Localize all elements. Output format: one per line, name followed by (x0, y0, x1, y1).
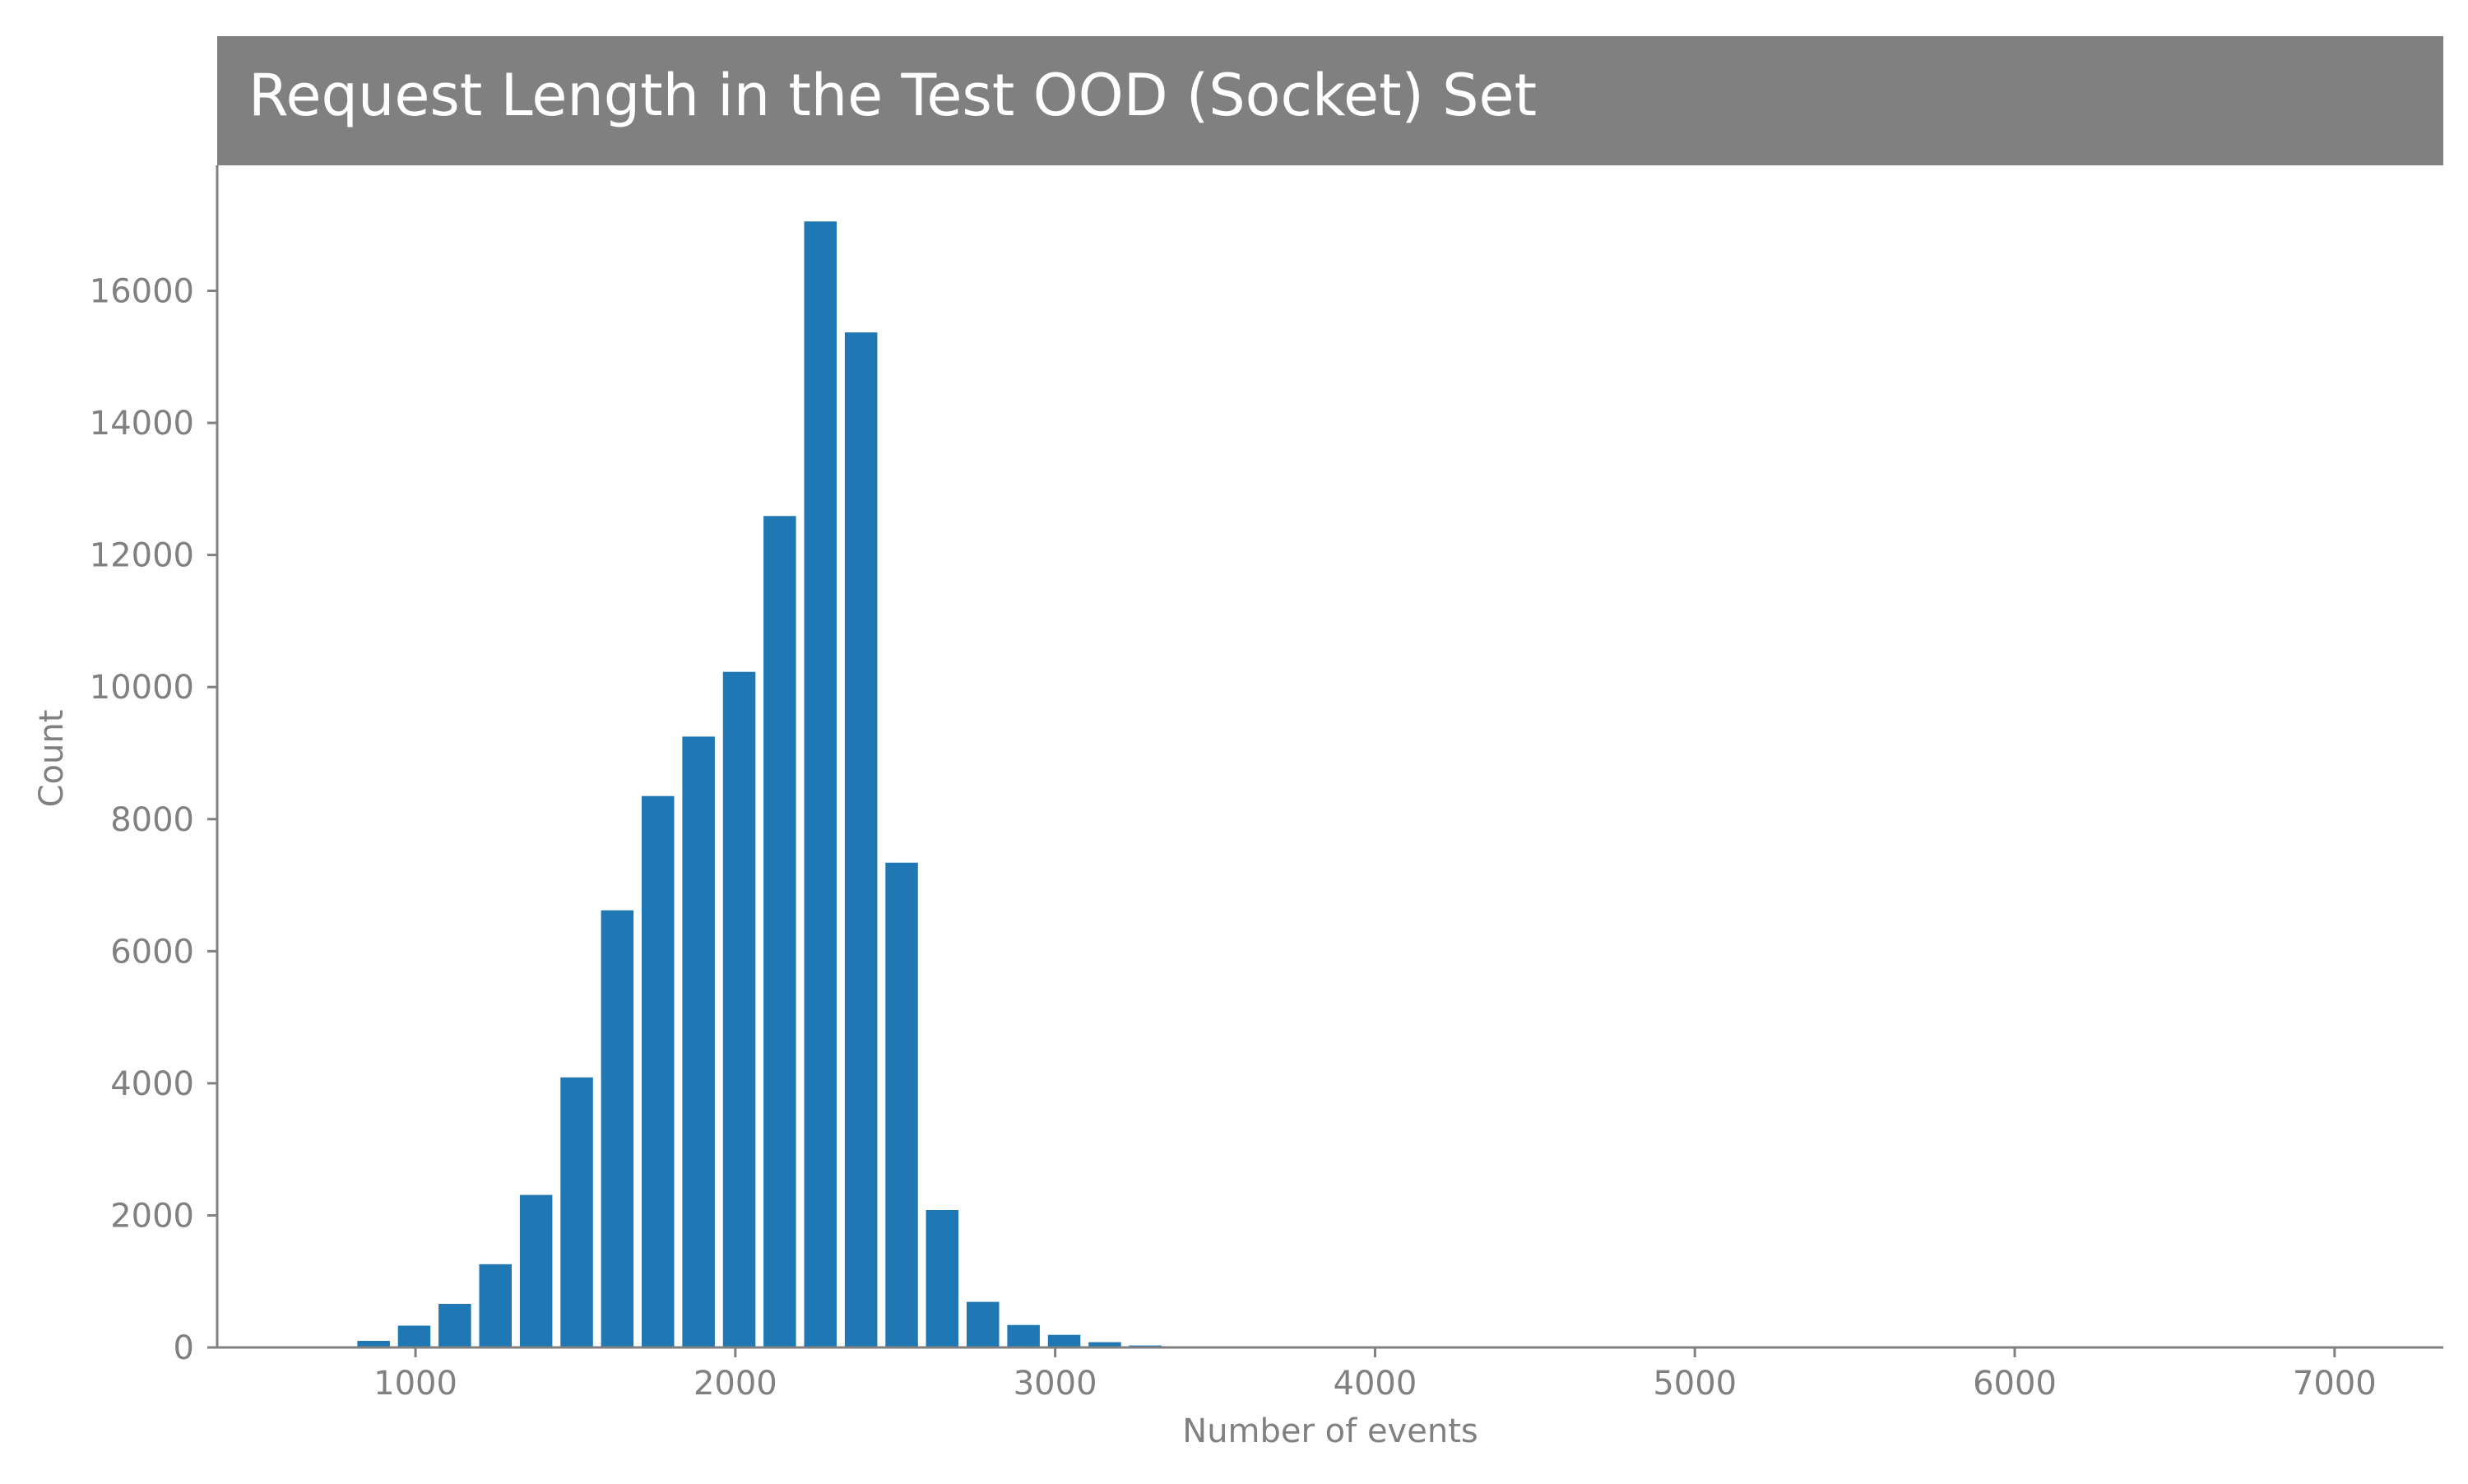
histogram-bar (397, 1325, 431, 1347)
x-tick-label: 6000 (1973, 1365, 2057, 1403)
bars-group (357, 221, 1162, 1348)
x-axis-label: Number of events (1182, 1412, 1478, 1450)
y-tick-label: 0 (174, 1329, 194, 1367)
histogram-bar (763, 516, 796, 1347)
x-tick-label: 3000 (1014, 1365, 1097, 1403)
histogram-bar (844, 332, 878, 1348)
histogram-bar (438, 1304, 471, 1347)
histogram-bar (479, 1264, 512, 1347)
y-tick-label: 6000 (110, 933, 194, 971)
y-tick-label: 14000 (90, 405, 194, 443)
histogram-bar (804, 221, 837, 1348)
histogram-bar (601, 910, 634, 1347)
histogram-bar (722, 671, 756, 1347)
chart-title: Request Length in the Test OOD (Socket) … (248, 62, 1537, 129)
y-tick-label: 8000 (110, 801, 194, 839)
histogram-bar (1088, 1342, 1121, 1347)
histogram-bar (682, 736, 715, 1347)
histogram-bar (357, 1341, 390, 1347)
y-tick-label: 4000 (110, 1065, 194, 1103)
y-tick-label: 2000 (110, 1197, 194, 1235)
histogram-bar (1007, 1324, 1040, 1347)
x-tick-label: 2000 (694, 1365, 777, 1403)
title-banner (217, 36, 2443, 165)
x-tick-label: 7000 (2293, 1365, 2377, 1403)
histogram-bar (642, 795, 675, 1347)
histogram-bar (560, 1077, 593, 1347)
y-tick-label: 16000 (90, 273, 194, 311)
y-ticks-group: 0 2000 4000 6000 8000 10000 12000 14000 16000 (90, 273, 217, 1367)
histogram-bar (519, 1194, 553, 1347)
x-tick-label: 1000 (373, 1365, 457, 1403)
x-ticks-group: 1000 2000 3000 4000 5000 6000 7000 (373, 1347, 2377, 1403)
histogram-bar (1047, 1334, 1081, 1347)
x-tick-label: 5000 (1653, 1365, 1737, 1403)
histogram-bar (967, 1301, 1000, 1347)
histogram-bar (926, 1210, 959, 1347)
y-tick-label: 10000 (90, 669, 194, 707)
y-axis-label: Count (33, 710, 71, 808)
x-tick-label: 4000 (1334, 1365, 1417, 1403)
histogram-bar (885, 862, 918, 1347)
y-tick-label: 12000 (90, 537, 194, 575)
